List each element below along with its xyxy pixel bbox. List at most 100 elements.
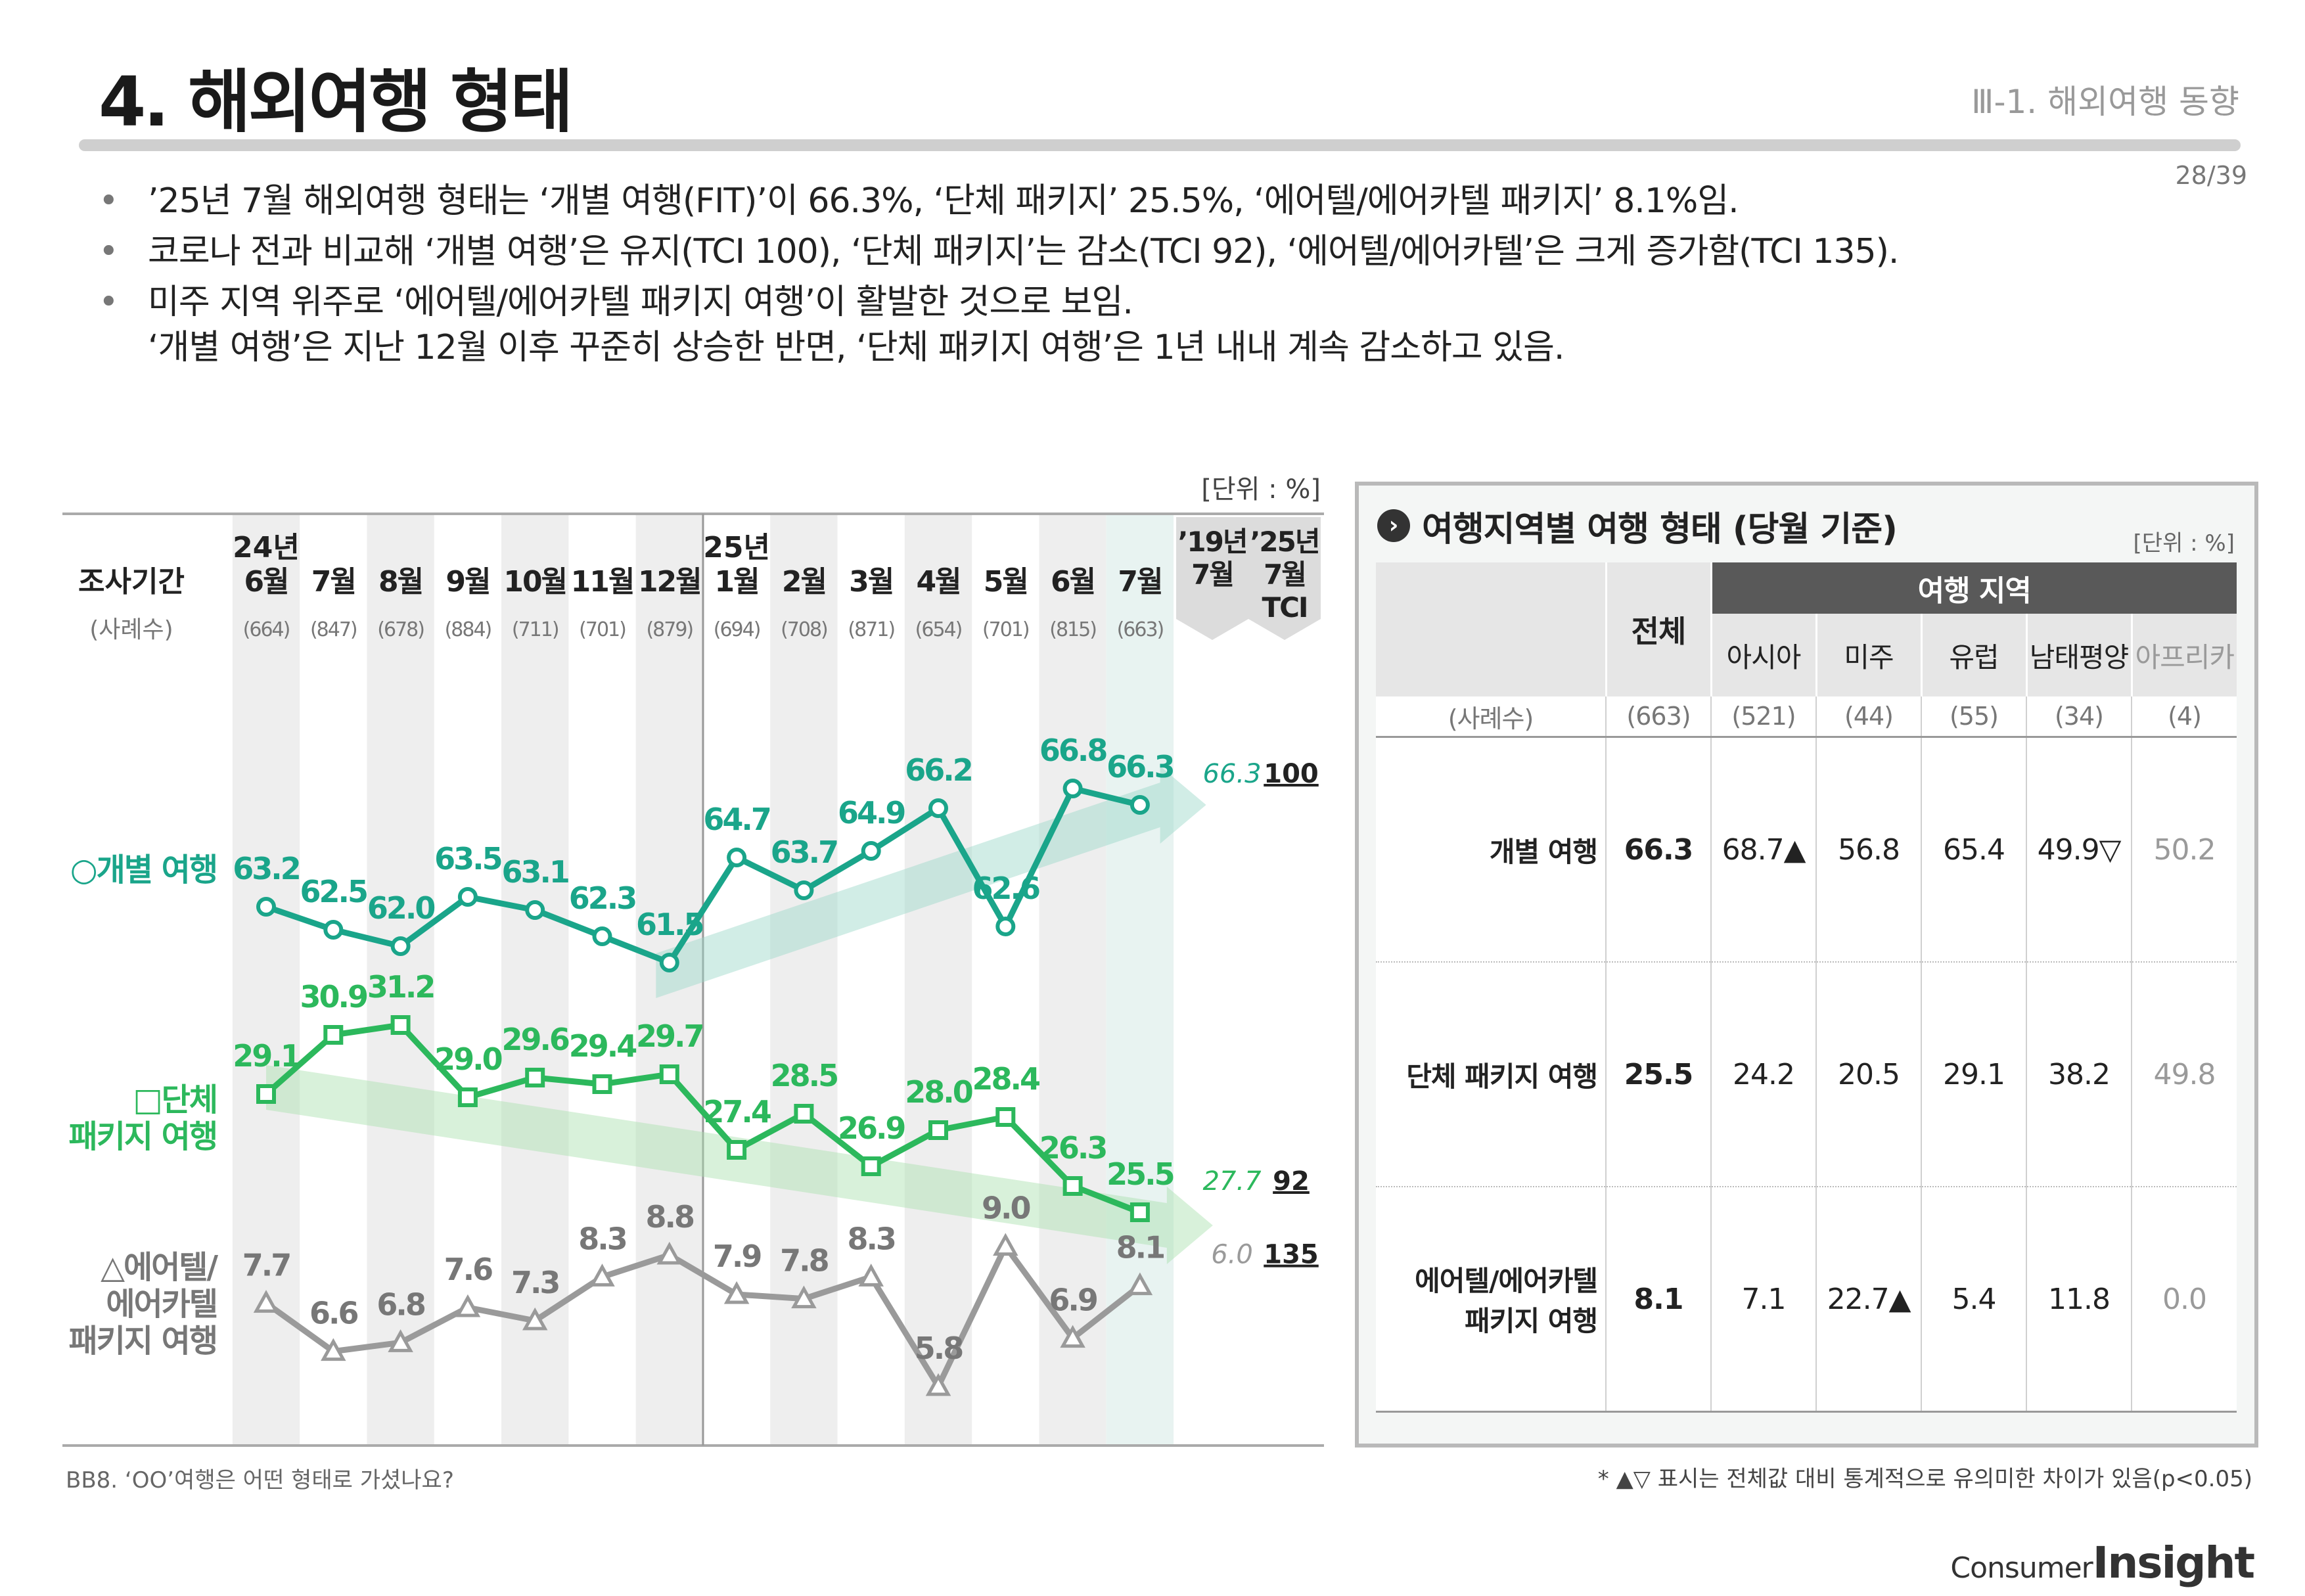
sample-size: (711) — [512, 618, 559, 641]
table-cell: 49.8 — [2132, 962, 2237, 1187]
sample-size: (701) — [579, 618, 626, 641]
group-trend-arrow — [266, 1065, 1213, 1264]
data-label: 7.7 — [242, 1247, 290, 1283]
series-name: 패키지 여행 — [68, 1323, 217, 1359]
data-label: 9.0 — [982, 1191, 1030, 1226]
column-band — [501, 514, 569, 1446]
table-cell: 25.5 — [1606, 962, 1712, 1187]
airtel-marker — [455, 1294, 481, 1317]
bullet-item: ’25년 7월 해외여행 형태는 ‘개별 여행(FIT)’이 66.3%, ‘단… — [99, 176, 1898, 227]
group-marker — [659, 1064, 679, 1084]
bullet-continuation: ‘개별 여행’은 지난 12월 이후 꾸준히 상승한 반면, ‘단체 패키지 여… — [148, 328, 1564, 367]
sample-size: (663) — [1606, 696, 1712, 738]
data-label: 7.3 — [511, 1265, 559, 1300]
region-header: 아시아 — [1711, 614, 1817, 696]
airtel-marker — [388, 1329, 413, 1352]
region-header: 미주 — [1816, 614, 1923, 696]
group-marker — [390, 1015, 411, 1035]
month-tick-label: 3월 — [849, 565, 893, 599]
summary-bullets: ’25년 7월 해외여행 형태는 ‘개별 여행(FIT)’이 66.3%, ‘단… — [99, 176, 1899, 373]
pre-covid-value: 27.7 — [1202, 1166, 1262, 1197]
row-label: 개별 여행 — [1376, 737, 1607, 963]
series-name: △에어텔/ — [101, 1249, 218, 1286]
unit-label: [단위 : %] — [1201, 474, 1321, 505]
panel-unit: [단위 : %] — [2133, 530, 2235, 557]
table-cell: 29.1 — [1921, 962, 2027, 1187]
table-cell: 8.1 — [1606, 1187, 1712, 1413]
month-tick-label: 6월 — [244, 565, 288, 599]
series-line — [263, 785, 1143, 966]
group-marker — [457, 1087, 478, 1107]
data-label: 29.4 — [569, 1028, 636, 1064]
table-cell: 5.4 — [1921, 1187, 2027, 1413]
airtel-marker — [1060, 1325, 1085, 1348]
sample-size: (34) — [2026, 696, 2132, 738]
column-band — [635, 514, 703, 1446]
data-label: 6.8 — [377, 1287, 424, 1322]
chevron-right-icon: › — [1377, 509, 1410, 542]
group-marker — [928, 1120, 948, 1140]
group-marker — [525, 1068, 545, 1087]
data-label: 66.2 — [905, 752, 972, 788]
sample-size: (847) — [310, 618, 357, 641]
table-cell: 68.7▲ — [1711, 737, 1817, 963]
data-label: 29.1 — [233, 1038, 300, 1074]
tci-header-text: 7월 — [1264, 559, 1306, 591]
column-band — [904, 514, 972, 1446]
region-header: 유럽 — [1921, 614, 2028, 696]
table-cell: 49.9▽ — [2026, 737, 2132, 963]
table-cell: 11.8 — [2026, 1187, 2132, 1413]
data-label: 63.5 — [434, 841, 501, 877]
group-marker — [995, 1107, 1016, 1127]
fit-marker — [1130, 795, 1150, 815]
group-marker — [323, 1025, 344, 1045]
month-tick-label: 11월 — [571, 565, 634, 599]
sample-size: (4) — [2132, 696, 2237, 738]
month-tick-label: 6월 — [1051, 565, 1095, 599]
data-label: 62.6 — [972, 871, 1039, 906]
tci-value: 100 — [1264, 759, 1319, 789]
data-label: 62.5 — [300, 874, 367, 909]
tci-value: 135 — [1264, 1240, 1319, 1270]
data-label: 28.0 — [905, 1074, 972, 1110]
sample-size: (44) — [1816, 696, 1922, 738]
fit-marker — [794, 880, 814, 900]
pre-covid-header-text: 7월 — [1191, 559, 1233, 591]
data-label: 29.7 — [636, 1018, 703, 1054]
data-label: 63.1 — [501, 854, 568, 890]
fit-marker — [457, 887, 478, 907]
fit-marker — [861, 841, 881, 861]
tci-header-shape — [1248, 517, 1321, 640]
data-label: 63.7 — [771, 834, 838, 870]
year-label: 24년 — [233, 531, 300, 564]
series-name: ○개별 여행 — [70, 852, 217, 888]
data-label: 64.9 — [838, 795, 905, 831]
row-label: 단체 패키지 여행 — [1376, 962, 1607, 1187]
month-tick-label: 8월 — [378, 565, 422, 599]
data-label: 28.5 — [771, 1058, 838, 1093]
group-marker — [592, 1074, 612, 1094]
data-label: 25.5 — [1107, 1156, 1174, 1192]
panel-title: 여행지역별 여행 형태 (당월 기준) — [1422, 510, 1898, 549]
table-cell: 50.2 — [2132, 737, 2237, 963]
bullet-item: 코로나 전과 비교해 ‘개별 여행’은 유지(TCI 100), ‘단체 패키지… — [99, 227, 1899, 277]
column-band — [367, 514, 434, 1446]
airtel-marker — [321, 1338, 346, 1361]
airtel-marker — [522, 1307, 548, 1331]
group-marker — [1062, 1176, 1083, 1196]
sample-size: (678) — [377, 618, 424, 641]
sample-size: (521) — [1711, 696, 1817, 738]
group-marker — [256, 1084, 276, 1104]
regional-table: 전체 여행 지역 아시아 미주 유럽 남태평양 아프리카 (사례수) (663) (521) (44… — [1376, 562, 2237, 1413]
data-label: 5.8 — [915, 1331, 963, 1366]
data-label: 63.2 — [233, 851, 300, 886]
tci-value: 92 — [1273, 1166, 1310, 1197]
sample-size: (701) — [982, 618, 1029, 641]
sample-size: (663) — [1117, 618, 1164, 641]
period-header: 조사기간 — [78, 565, 185, 599]
table-cell: 65.4 — [1921, 737, 2027, 963]
month-tick-label: 1월 — [715, 565, 759, 599]
data-label: 62.3 — [569, 880, 636, 916]
region-group-header: 여행 지역 — [1711, 562, 2237, 614]
